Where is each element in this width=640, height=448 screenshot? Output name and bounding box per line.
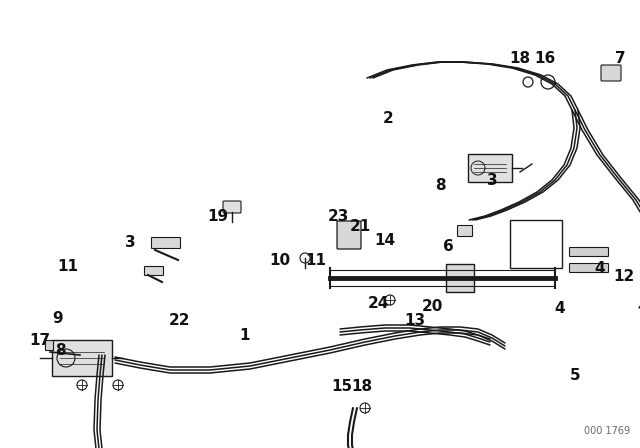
FancyBboxPatch shape (458, 225, 472, 237)
Text: 5: 5 (570, 367, 580, 383)
Text: 8: 8 (435, 177, 445, 193)
FancyBboxPatch shape (601, 65, 621, 81)
Bar (45, 340, 53, 350)
Text: 16: 16 (534, 51, 556, 65)
Text: 12: 12 (613, 268, 635, 284)
Text: 3: 3 (486, 172, 497, 188)
Text: 24: 24 (367, 296, 388, 310)
Text: 14: 14 (374, 233, 396, 247)
Text: 000 1769: 000 1769 (584, 426, 630, 436)
Text: 19: 19 (207, 208, 228, 224)
Text: 7: 7 (614, 51, 625, 65)
FancyBboxPatch shape (570, 247, 609, 257)
Text: 6: 6 (443, 238, 453, 254)
Text: 21: 21 (349, 219, 371, 233)
Text: 11: 11 (305, 253, 326, 267)
Text: 18: 18 (509, 51, 531, 65)
Bar (52, 340, 112, 376)
FancyBboxPatch shape (570, 263, 609, 272)
Text: 13: 13 (404, 313, 426, 327)
Text: 10: 10 (269, 253, 291, 267)
Bar (468, 154, 512, 182)
Text: 3: 3 (125, 234, 135, 250)
Text: 22: 22 (169, 313, 191, 327)
Text: 18: 18 (351, 379, 372, 393)
Text: 1: 1 (240, 327, 250, 343)
Text: 2: 2 (383, 111, 394, 125)
Text: 20: 20 (421, 298, 443, 314)
Text: 23: 23 (327, 208, 349, 224)
Text: 4: 4 (555, 301, 565, 315)
Text: 8: 8 (54, 343, 65, 358)
FancyBboxPatch shape (337, 221, 361, 249)
Text: 9: 9 (52, 310, 63, 326)
Bar (510, 220, 562, 268)
Bar (446, 264, 474, 292)
Text: 11: 11 (58, 258, 79, 273)
Text: 4: 4 (595, 260, 605, 276)
Text: 17: 17 (29, 332, 51, 348)
FancyBboxPatch shape (152, 237, 180, 249)
FancyBboxPatch shape (145, 267, 163, 276)
FancyBboxPatch shape (223, 201, 241, 213)
Text: 15: 15 (332, 379, 353, 393)
